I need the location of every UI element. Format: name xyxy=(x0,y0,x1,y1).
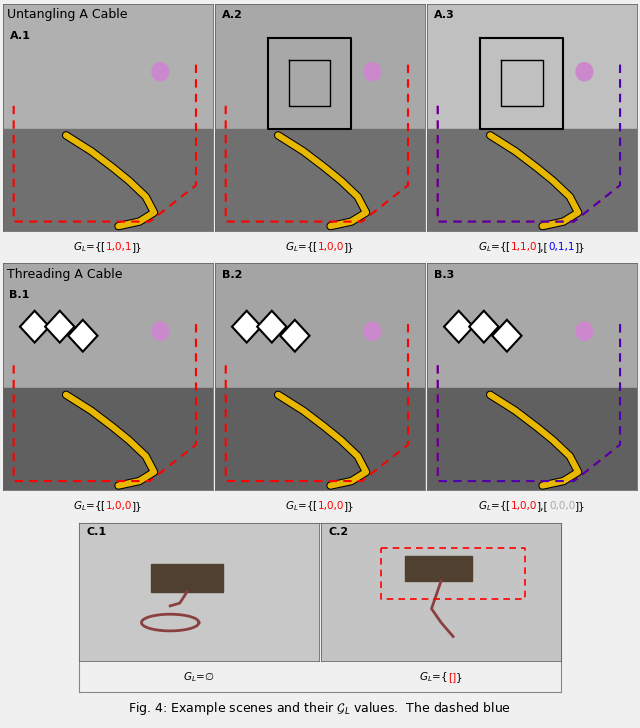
Circle shape xyxy=(152,322,169,340)
Text: 1,0,0: 1,0,0 xyxy=(511,502,538,511)
Text: Untangling A Cable: Untangling A Cable xyxy=(8,8,128,21)
Text: B.2: B.2 xyxy=(221,270,242,280)
Bar xyxy=(151,564,223,592)
Polygon shape xyxy=(232,311,261,343)
Polygon shape xyxy=(20,311,49,343)
Text: $G_L$={[: $G_L$={[ xyxy=(478,499,511,513)
Text: Threading A Cable: Threading A Cable xyxy=(8,268,123,280)
Text: ]}: ]} xyxy=(344,502,355,511)
Text: ],[: ],[ xyxy=(537,242,549,252)
Text: 1,0,0: 1,0,0 xyxy=(318,242,344,252)
Text: ]}: ]} xyxy=(132,502,143,511)
Text: ]}: ]} xyxy=(344,242,355,252)
Text: 0,1,1: 0,1,1 xyxy=(549,242,575,252)
Bar xyxy=(428,129,637,231)
Text: ]}: ]} xyxy=(575,242,586,252)
Polygon shape xyxy=(280,320,310,352)
Text: A.3: A.3 xyxy=(433,10,454,20)
Text: []: [] xyxy=(448,672,456,681)
Text: $G_L$={[: $G_L$={[ xyxy=(478,240,511,254)
Bar xyxy=(3,388,212,490)
Polygon shape xyxy=(444,311,474,343)
Text: ]}: ]} xyxy=(132,242,143,252)
Text: Fig. 4: Example scenes and their $\mathcal{G}_L$ values.  The dashed blue: Fig. 4: Example scenes and their $\mathc… xyxy=(129,700,511,716)
Polygon shape xyxy=(45,311,74,343)
Text: 0,0,0: 0,0,0 xyxy=(549,502,575,511)
Text: $G_L$={[: $G_L$={[ xyxy=(285,240,318,254)
Text: $G_L$={: $G_L$={ xyxy=(419,670,448,684)
Text: ]}: ]} xyxy=(575,502,586,511)
Bar xyxy=(215,129,425,231)
Bar xyxy=(215,388,425,490)
Text: $G_L$={[: $G_L$={[ xyxy=(285,499,318,513)
Text: 1,1,0: 1,1,0 xyxy=(511,242,537,252)
Polygon shape xyxy=(492,320,522,352)
Circle shape xyxy=(364,322,381,340)
Text: Pulling A Cable: Pulling A Cable xyxy=(214,529,308,542)
Text: A.2: A.2 xyxy=(221,10,243,20)
Text: C.2: C.2 xyxy=(328,527,349,537)
Polygon shape xyxy=(68,320,97,352)
Text: C.1: C.1 xyxy=(86,527,106,537)
Polygon shape xyxy=(469,311,499,343)
Polygon shape xyxy=(257,311,287,343)
Circle shape xyxy=(576,63,593,81)
Bar xyxy=(3,129,212,231)
Text: 1,0,1: 1,0,1 xyxy=(106,242,132,252)
Text: 1,0,0: 1,0,0 xyxy=(318,502,344,511)
Bar xyxy=(428,388,637,490)
Bar xyxy=(405,556,472,581)
Text: $G_L$={[: $G_L$={[ xyxy=(73,240,106,254)
Text: $G_L$=$\varnothing$: $G_L$=$\varnothing$ xyxy=(183,670,214,684)
Circle shape xyxy=(364,63,381,81)
Circle shape xyxy=(152,63,169,81)
Text: B.3: B.3 xyxy=(433,270,454,280)
Text: ],[: ],[ xyxy=(538,502,549,511)
Text: B.1: B.1 xyxy=(10,290,30,301)
Text: A.1: A.1 xyxy=(10,31,30,41)
Circle shape xyxy=(576,322,593,340)
Text: $G_L$={[: $G_L$={[ xyxy=(73,499,106,513)
Text: }: } xyxy=(456,672,463,681)
Text: 1,0,0: 1,0,0 xyxy=(106,502,132,511)
